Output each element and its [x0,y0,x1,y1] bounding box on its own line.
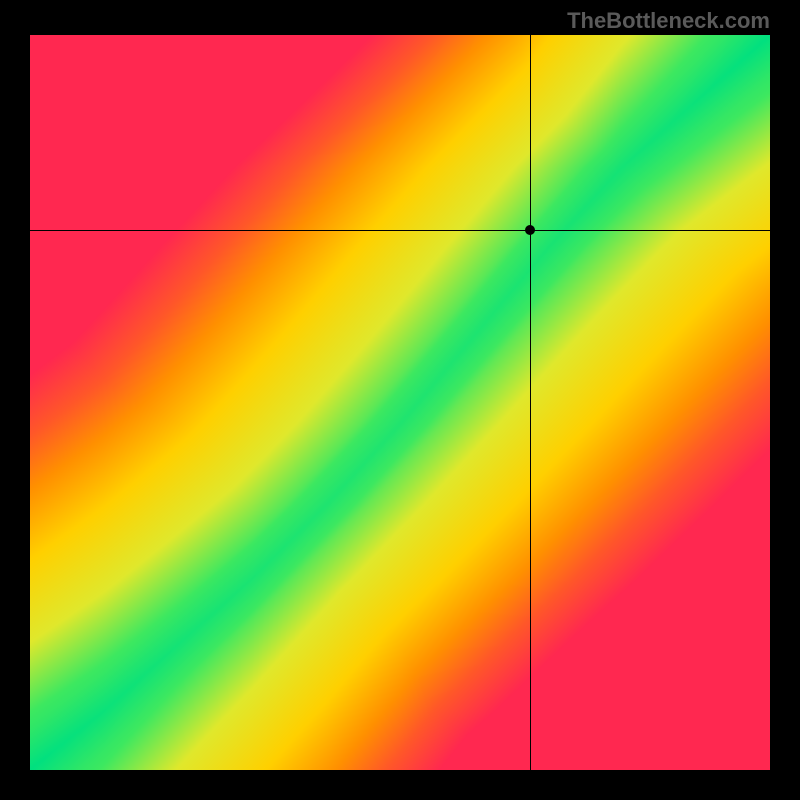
data-point-marker [525,225,535,235]
crosshair-horizontal [30,230,770,231]
plot-area [30,35,770,770]
crosshair-vertical [530,35,531,770]
watermark-text: TheBottleneck.com [567,8,770,34]
heatmap-canvas [30,35,770,770]
